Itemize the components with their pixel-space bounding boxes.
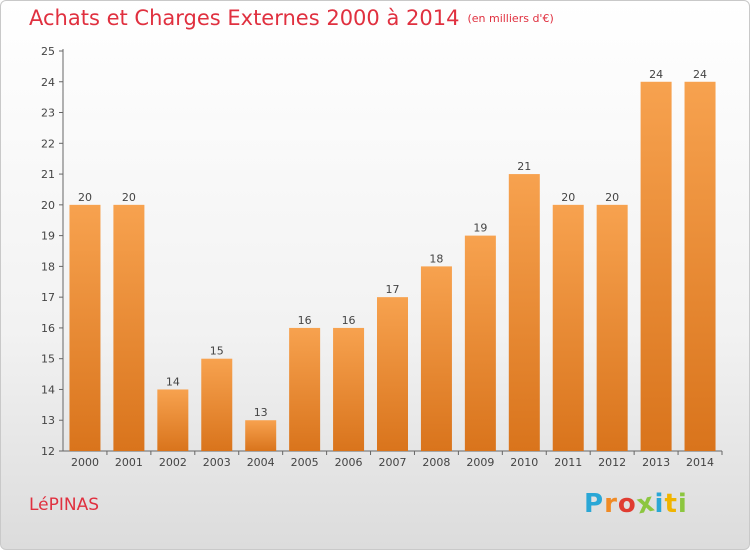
y-tick-label: 17 <box>41 291 55 304</box>
bar <box>245 420 277 451</box>
data-label: 20 <box>122 191 136 204</box>
bar <box>377 297 408 451</box>
y-tick-label: 18 <box>41 260 55 273</box>
bar <box>640 81 672 452</box>
data-label: 20 <box>78 191 92 204</box>
data-label: 16 <box>298 314 312 327</box>
city-name: LéPINAS <box>29 495 100 515</box>
data-label: 21 <box>517 160 531 173</box>
data-label: 17 <box>386 283 400 296</box>
y-tick-label: 12 <box>41 445 55 458</box>
bar <box>464 235 496 451</box>
x-tick-label: 2012 <box>598 456 626 469</box>
bar <box>420 266 452 451</box>
x-tick-label: 2011 <box>554 456 582 469</box>
x-tick-label: 2013 <box>642 456 670 469</box>
y-tick-label: 22 <box>41 137 55 150</box>
y-tick-label: 23 <box>41 107 55 120</box>
y-tick-label: 21 <box>41 168 55 181</box>
data-label: 20 <box>605 191 619 204</box>
x-tick-label: 2008 <box>422 456 450 469</box>
data-label: 24 <box>693 68 707 81</box>
data-label: 19 <box>473 222 487 235</box>
y-tick-label: 14 <box>41 383 55 396</box>
x-tick-label: 2003 <box>203 456 231 469</box>
title-text: Achats et Charges Externes 2000 à 2014 <box>29 6 460 30</box>
y-tick-label: 15 <box>41 353 55 366</box>
chart-title: Achats et Charges Externes 2000 à 2014 (e… <box>29 6 554 30</box>
y-tick-label: 19 <box>41 230 55 243</box>
x-tick-label: 2009 <box>466 456 494 469</box>
bar <box>201 358 233 451</box>
x-tick-label: 2002 <box>159 456 187 469</box>
logo-letter: r <box>604 489 618 519</box>
data-label: 24 <box>649 68 663 81</box>
y-tick-label: 13 <box>41 414 55 427</box>
logo-letter: t <box>664 489 678 519</box>
bar <box>508 174 540 452</box>
x-tick-label: 2004 <box>247 456 275 469</box>
x-tick-label: 2007 <box>379 456 407 469</box>
logo-letter: i <box>677 489 688 519</box>
axes: 12 13 14 15 16 17 18 19 20 21 22 23 24 25 2000 2001 2002… <box>41 45 723 469</box>
data-label: 16 <box>342 314 356 327</box>
logo-letter: i <box>654 489 665 519</box>
x-tick-label: 2005 <box>291 456 319 469</box>
data-label: 15 <box>210 345 224 358</box>
y-tick-label: 20 <box>41 199 55 212</box>
x-tick-label: 2006 <box>335 456 363 469</box>
data-label: 20 <box>561 191 575 204</box>
logo-letter: o <box>617 489 637 519</box>
logo-letter: P <box>584 489 605 519</box>
y-tick-label: 25 <box>41 45 55 58</box>
bar <box>596 204 628 451</box>
bar <box>69 204 101 451</box>
data-label: 18 <box>429 252 443 265</box>
bar <box>157 389 189 451</box>
proxiti-logo: Proxiti <box>584 487 688 520</box>
x-tick-label: 2010 <box>510 456 538 469</box>
y-tick-label: 16 <box>41 322 55 335</box>
x-tick-label: 2000 <box>71 456 99 469</box>
bar <box>552 204 584 451</box>
bar <box>289 327 321 451</box>
bar <box>113 204 145 451</box>
data-label: 13 <box>254 406 268 419</box>
y-tick-label: 24 <box>41 76 55 89</box>
x-tick-label: 2014 <box>686 456 714 469</box>
x-tick-label: 2001 <box>115 456 143 469</box>
data-labels: 20 20 14 15 13 16 16 17 18 19 21 20 20 24 24 <box>78 68 707 419</box>
data-label: 14 <box>166 375 180 388</box>
bars <box>69 81 716 452</box>
bar <box>684 81 716 452</box>
unit-text: (en milliers d'€) <box>467 12 554 25</box>
bar <box>333 327 365 451</box>
